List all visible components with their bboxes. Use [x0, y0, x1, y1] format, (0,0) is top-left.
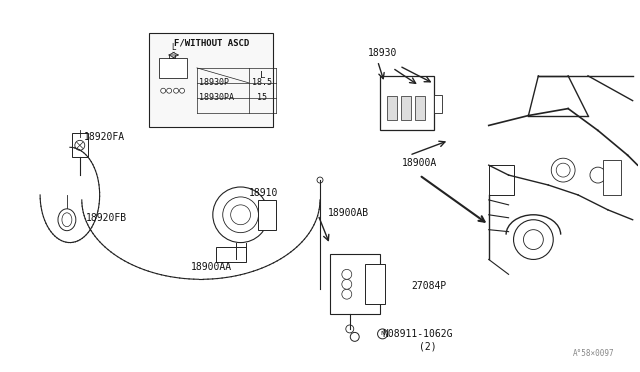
Circle shape [551, 158, 575, 182]
Circle shape [161, 88, 166, 93]
Circle shape [513, 220, 553, 259]
Text: 18930P: 18930P [199, 78, 229, 87]
Text: 18920FA: 18920FA [84, 132, 125, 142]
Text: L: L [171, 43, 175, 52]
Circle shape [75, 140, 84, 150]
Circle shape [378, 329, 387, 339]
Circle shape [342, 289, 352, 299]
Circle shape [213, 187, 268, 243]
Circle shape [180, 88, 184, 93]
Text: 27084P: 27084P [412, 281, 447, 291]
Text: 18.5: 18.5 [252, 78, 273, 87]
Text: 18900A: 18900A [401, 158, 436, 168]
Text: 18900AB: 18900AB [328, 208, 369, 218]
Bar [415, 96, 425, 121]
Text: 18930PA: 18930PA [199, 93, 234, 102]
Bar [330, 254, 380, 314]
Bar [401, 96, 412, 121]
Circle shape [173, 88, 179, 93]
Bar [259, 200, 276, 230]
Circle shape [556, 163, 570, 177]
Circle shape [230, 205, 250, 225]
Circle shape [342, 269, 352, 279]
Circle shape [223, 197, 259, 232]
Ellipse shape [62, 213, 72, 227]
Text: L: L [260, 71, 265, 80]
Text: (2): (2) [419, 342, 437, 352]
Text: 18900AA: 18900AA [191, 262, 232, 272]
Ellipse shape [58, 209, 76, 231]
Text: 18910: 18910 [248, 188, 278, 198]
Bar [159, 58, 187, 78]
Text: A°58×0097: A°58×0097 [573, 349, 615, 358]
Circle shape [166, 88, 172, 93]
Circle shape [350, 333, 359, 341]
Bar [72, 134, 88, 157]
Bar [489, 165, 513, 195]
Bar [387, 96, 397, 121]
Circle shape [342, 279, 352, 289]
Circle shape [524, 230, 543, 250]
Bar [380, 76, 434, 131]
Bar [365, 264, 385, 304]
Text: 18920FB: 18920FB [86, 213, 127, 223]
Bar [149, 33, 273, 128]
Circle shape [346, 325, 354, 333]
Bar [603, 160, 621, 195]
Bar [434, 95, 442, 113]
Text: 15: 15 [257, 93, 268, 102]
Text: N: N [380, 331, 385, 336]
Text: 18930: 18930 [367, 48, 397, 58]
Bar [216, 247, 246, 262]
Text: N08911-1062G: N08911-1062G [383, 329, 453, 339]
Circle shape [317, 177, 323, 183]
Circle shape [590, 167, 606, 183]
Text: F/WITHOUT ASCD: F/WITHOUT ASCD [173, 38, 249, 47]
